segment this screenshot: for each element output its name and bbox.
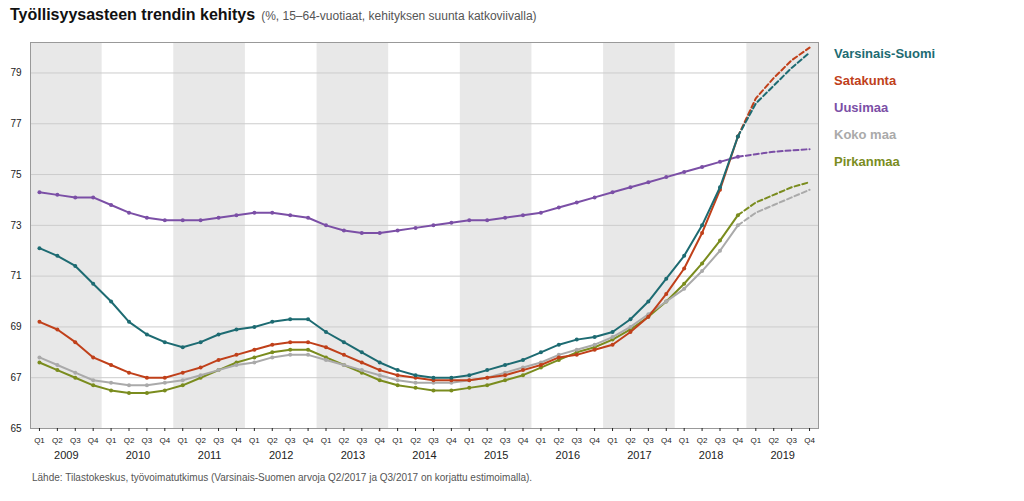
svg-text:79: 79 bbox=[10, 67, 22, 78]
svg-text:2019: 2019 bbox=[770, 449, 794, 461]
svg-text:Q1: Q1 bbox=[464, 436, 475, 445]
svg-text:Q1: Q1 bbox=[536, 436, 547, 445]
svg-text:Q3: Q3 bbox=[428, 436, 439, 445]
svg-text:75: 75 bbox=[10, 169, 22, 180]
svg-text:2017: 2017 bbox=[627, 449, 651, 461]
svg-text:2011: 2011 bbox=[198, 449, 222, 461]
svg-text:67: 67 bbox=[10, 372, 22, 383]
svg-text:Q4: Q4 bbox=[303, 436, 314, 445]
html-text:Työllisyysasteen trendin kehit: Työllisyysasteen trendin kehitys (%, 15–… bbox=[10, 6, 537, 23]
svg-text:Q1: Q1 bbox=[34, 436, 45, 445]
svg-text:Q4: Q4 bbox=[733, 436, 744, 445]
svg-text:Q4: Q4 bbox=[446, 436, 457, 445]
svg-text:71: 71 bbox=[10, 270, 22, 281]
svg-text:Q4: Q4 bbox=[374, 436, 385, 445]
svg-text:Q1: Q1 bbox=[177, 436, 188, 445]
svg-text:Q2: Q2 bbox=[195, 436, 206, 445]
svg-text:Q4: Q4 bbox=[159, 436, 170, 445]
svg-text:Q3: Q3 bbox=[285, 436, 296, 445]
svg-text:Q3: Q3 bbox=[142, 436, 153, 445]
svg-text:Q1: Q1 bbox=[249, 436, 260, 445]
svg-text:Q3: Q3 bbox=[356, 436, 367, 445]
svg-text:Q2: Q2 bbox=[553, 436, 564, 445]
svg-text:73: 73 bbox=[10, 220, 22, 231]
svg-text:Q3: Q3 bbox=[213, 436, 224, 445]
svg-text:Q4: Q4 bbox=[231, 436, 242, 445]
html-text:Lähde: Tilastokeskus, työvoima: Lähde: Tilastokeskus, työvoimatutkimus (… bbox=[32, 472, 533, 483]
svg-text:2009: 2009 bbox=[54, 449, 78, 461]
svg-text:Q2: Q2 bbox=[768, 436, 779, 445]
html-text:Satakunta: Satakunta bbox=[834, 73, 897, 88]
svg-text:Q2: Q2 bbox=[410, 436, 421, 445]
svg-text:2016: 2016 bbox=[556, 449, 580, 461]
svg-text:Q3: Q3 bbox=[500, 436, 511, 445]
html-text:Varsinais-Suomi: Varsinais-Suomi bbox=[834, 46, 936, 61]
svg-text:Q2: Q2 bbox=[482, 436, 493, 445]
svg-text:Q1: Q1 bbox=[607, 436, 618, 445]
html-text:Koko maa: Koko maa bbox=[834, 127, 897, 142]
svg-text:Q1: Q1 bbox=[321, 436, 332, 445]
svg-text:Q2: Q2 bbox=[52, 436, 63, 445]
svg-text:Q4: Q4 bbox=[661, 436, 672, 445]
svg-text:2015: 2015 bbox=[484, 449, 508, 461]
svg-text:Q4: Q4 bbox=[804, 436, 815, 445]
html-text:Uusimaa: Uusimaa bbox=[834, 100, 889, 115]
svg-text:2010: 2010 bbox=[126, 449, 150, 461]
svg-text:77: 77 bbox=[10, 118, 22, 129]
svg-text:Q4: Q4 bbox=[518, 436, 529, 445]
svg-text:Q1: Q1 bbox=[392, 436, 403, 445]
svg-text:Q2: Q2 bbox=[339, 436, 350, 445]
svg-text:65: 65 bbox=[10, 423, 22, 434]
svg-text:Q3: Q3 bbox=[571, 436, 582, 445]
svg-text:2012: 2012 bbox=[269, 449, 293, 461]
svg-text:2014: 2014 bbox=[412, 449, 436, 461]
svg-text:Q2: Q2 bbox=[625, 436, 636, 445]
svg-text:Q1: Q1 bbox=[750, 436, 761, 445]
svg-text:Q2: Q2 bbox=[697, 436, 708, 445]
svg-text:2018: 2018 bbox=[699, 449, 723, 461]
svg-text:69: 69 bbox=[10, 321, 22, 332]
svg-text:Q3: Q3 bbox=[643, 436, 654, 445]
svg-text:2013: 2013 bbox=[341, 449, 365, 461]
svg-text:Q4: Q4 bbox=[88, 436, 99, 445]
svg-text:Q3: Q3 bbox=[786, 436, 797, 445]
html-text:Pirkanmaa: Pirkanmaa bbox=[834, 154, 900, 169]
svg-text:Q2: Q2 bbox=[124, 436, 135, 445]
svg-text:Q1: Q1 bbox=[106, 436, 117, 445]
svg-text:Q3: Q3 bbox=[70, 436, 81, 445]
svg-text:Q4: Q4 bbox=[589, 436, 600, 445]
svg-text:Q3: Q3 bbox=[715, 436, 726, 445]
svg-text:Q2: Q2 bbox=[267, 436, 278, 445]
svg-text:Q1: Q1 bbox=[679, 436, 690, 445]
